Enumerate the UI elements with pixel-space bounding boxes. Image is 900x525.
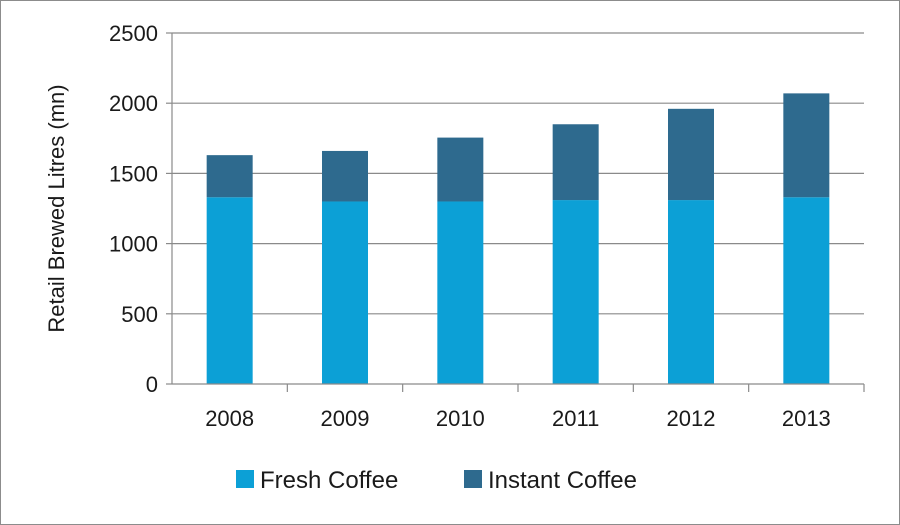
axes: [171, 33, 864, 385]
legend-label-fresh-coffee: Fresh Coffee: [260, 467, 398, 494]
x-tick-label: 2010: [436, 406, 485, 431]
bar-fresh-coffee-2013: [783, 197, 830, 384]
bar-instant-coffee-2009: [322, 150, 368, 202]
x-tick-label: 2009: [321, 406, 370, 431]
bar-instant-coffee-2010: [437, 137, 484, 202]
bar-instant-coffee-2012: [668, 108, 714, 201]
x-tick-label: 2012: [667, 406, 716, 431]
bar-fresh-coffee-2008: [206, 197, 253, 384]
bar-fresh-coffee-2009: [322, 201, 368, 384]
bar-fresh-coffee-2010: [437, 201, 484, 384]
gridlines: [166, 32, 864, 385]
y-tick-label: 1000: [109, 232, 158, 257]
x-tick-label: 2011: [552, 406, 599, 431]
y-tick-label: 1500: [109, 161, 158, 186]
legend-label-instant-coffee: Instant Coffee: [488, 467, 637, 494]
legend-swatch-fresh-coffee: [236, 470, 254, 488]
y-tick-labels: 0 500 1000 1500 2000 2500: [109, 21, 158, 397]
bar-instant-coffee-2013: [783, 93, 830, 198]
y-tick-label: 2000: [109, 91, 158, 116]
y-tick-label: 2500: [109, 21, 158, 46]
bars: [206, 93, 830, 384]
bar-instant-coffee-2008: [206, 155, 253, 198]
bar-fresh-coffee-2012: [668, 200, 714, 384]
x-tick-label: 2013: [782, 406, 831, 431]
x-tick-label: 2008: [205, 406, 254, 431]
y-tick-label: 500: [121, 302, 158, 327]
bar-instant-coffee-2011: [552, 124, 599, 201]
x-tick-labels: 2008 2009 2010 2011 2012 2013: [205, 384, 865, 431]
bar-fresh-coffee-2011: [552, 200, 599, 384]
legend: Fresh Coffee Instant Coffee: [236, 467, 637, 494]
y-tick-label: 0: [146, 372, 158, 397]
legend-swatch-instant-coffee: [464, 470, 482, 488]
y-axis-label: Retail Brewed Litres (mn): [44, 84, 69, 332]
